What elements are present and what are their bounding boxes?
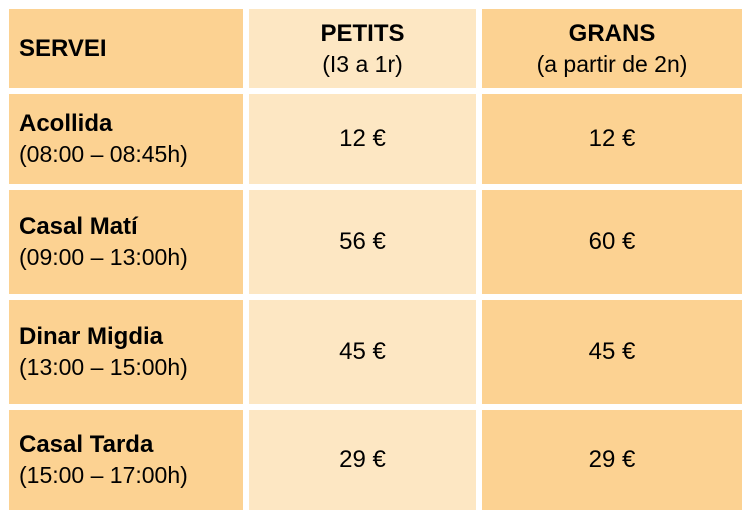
service-name: Casal Tarda xyxy=(19,431,154,458)
service-time: (09:00 – 13:00h) xyxy=(19,244,188,270)
service-name: Dinar Migdia xyxy=(19,323,164,350)
price-value: 60 € xyxy=(588,228,636,255)
price-petits-casal-mati: 56 € xyxy=(246,187,479,297)
header-servei-label: SERVEI xyxy=(19,34,107,62)
price-value: 29 € xyxy=(588,446,636,473)
price-grans-casal-mati: 60 € xyxy=(479,187,745,297)
price-grans-dinar-migdia: 45 € xyxy=(479,297,745,407)
price-petits-dinar-migdia: 45 € xyxy=(246,297,479,407)
price-petits-acollida: 12 € xyxy=(246,91,479,187)
service-time: (15:00 – 17:00h) xyxy=(19,462,188,488)
service-time: (13:00 – 15:00h) xyxy=(19,354,188,380)
service-cell-casal-mati: Casal Matí (09:00 – 13:00h) xyxy=(6,187,246,297)
service-cell-dinar-migdia: Dinar Migdia (13:00 – 15:00h) xyxy=(6,297,246,407)
price-grans-casal-tarda: 29 € xyxy=(479,407,745,513)
header-grans-sublabel: (a partir de 2n) xyxy=(536,50,688,77)
header-cell-grans: GRANS (a partir de 2n) xyxy=(479,6,745,91)
service-cell-casal-tarda: Casal Tarda (15:00 – 17:00h) xyxy=(6,407,246,513)
price-value: 29 € xyxy=(339,446,386,473)
price-petits-casal-tarda: 29 € xyxy=(246,407,479,513)
service-name: Acollida xyxy=(19,110,113,137)
price-grans-acollida: 12 € xyxy=(479,91,745,187)
service-cell-acollida: Acollida (08:00 – 08:45h) xyxy=(6,91,246,187)
price-value: 56 € xyxy=(339,228,386,255)
header-petits-sublabel: (I3 a 1r) xyxy=(322,50,403,77)
header-grans-label: GRANS xyxy=(568,19,656,47)
prices-table: SERVEI PETITS (I3 a 1r) GRANS (a partir … xyxy=(6,6,745,513)
price-value: 45 € xyxy=(339,338,386,365)
price-value: 12 € xyxy=(588,125,636,152)
service-time: (08:00 – 08:45h) xyxy=(19,141,188,167)
header-petits-label: PETITS xyxy=(320,19,405,47)
price-value: 45 € xyxy=(588,338,636,365)
header-cell-servei: SERVEI xyxy=(6,6,246,91)
price-value: 12 € xyxy=(339,125,386,152)
header-cell-petits: PETITS (I3 a 1r) xyxy=(246,6,479,91)
service-name: Casal Matí xyxy=(19,213,138,240)
